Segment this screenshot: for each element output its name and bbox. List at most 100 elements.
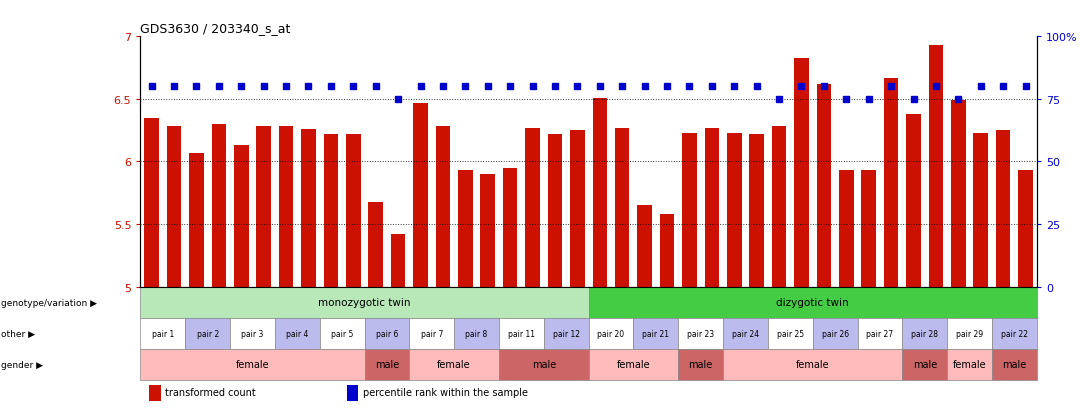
Bar xyxy=(435,127,450,287)
Bar xyxy=(365,349,409,380)
Bar xyxy=(660,214,674,287)
Text: pair 26: pair 26 xyxy=(822,329,849,338)
Text: pair 2: pair 2 xyxy=(197,329,219,338)
Bar xyxy=(346,135,361,287)
Bar xyxy=(813,318,858,349)
Bar xyxy=(324,135,338,287)
Bar xyxy=(499,318,544,349)
Bar xyxy=(149,385,161,401)
Bar xyxy=(816,85,832,287)
Bar xyxy=(256,127,271,287)
Text: pair 27: pair 27 xyxy=(866,329,893,338)
Bar xyxy=(951,101,966,287)
Bar xyxy=(409,349,499,380)
Text: pair 7: pair 7 xyxy=(420,329,443,338)
Bar xyxy=(906,115,921,287)
Bar xyxy=(683,133,697,287)
Text: female: female xyxy=(437,359,471,369)
Text: pair 12: pair 12 xyxy=(553,329,580,338)
Bar xyxy=(727,133,742,287)
Bar xyxy=(903,318,947,349)
Bar xyxy=(724,349,903,380)
Bar xyxy=(993,349,1037,380)
Text: female: female xyxy=(953,359,986,369)
Bar xyxy=(996,131,1011,287)
Text: female: female xyxy=(617,359,650,369)
Bar xyxy=(499,349,589,380)
Text: pair 25: pair 25 xyxy=(777,329,804,338)
Text: pair 4: pair 4 xyxy=(286,329,309,338)
Bar xyxy=(279,127,294,287)
Bar xyxy=(993,318,1037,349)
Text: male: male xyxy=(1002,359,1026,369)
Text: pair 23: pair 23 xyxy=(687,329,714,338)
Bar xyxy=(947,318,993,349)
Bar xyxy=(570,131,584,287)
Text: genotype/variation ▶: genotype/variation ▶ xyxy=(1,298,97,307)
Bar xyxy=(929,46,943,287)
Bar xyxy=(883,78,899,287)
Bar xyxy=(634,318,678,349)
Bar xyxy=(772,127,786,287)
Bar xyxy=(862,171,876,287)
Bar xyxy=(903,349,947,380)
Text: pair 29: pair 29 xyxy=(956,329,983,338)
Text: male: male xyxy=(375,359,399,369)
Text: pair 6: pair 6 xyxy=(376,329,399,338)
Bar xyxy=(973,133,988,287)
Bar xyxy=(947,349,993,380)
Bar xyxy=(140,349,365,380)
Text: pair 3: pair 3 xyxy=(241,329,264,338)
Bar xyxy=(212,125,226,287)
Bar xyxy=(678,318,724,349)
Bar xyxy=(458,171,473,287)
Bar xyxy=(145,119,159,287)
Bar xyxy=(704,128,719,287)
Bar xyxy=(166,127,181,287)
Bar xyxy=(455,318,499,349)
Bar xyxy=(503,169,517,287)
Bar xyxy=(589,287,1037,318)
Bar xyxy=(839,171,853,287)
Text: pair 8: pair 8 xyxy=(465,329,488,338)
Bar xyxy=(525,128,540,287)
Text: pair 20: pair 20 xyxy=(597,329,624,338)
Bar xyxy=(794,58,809,287)
Bar xyxy=(140,318,186,349)
Text: pair 21: pair 21 xyxy=(643,329,670,338)
Bar xyxy=(858,318,903,349)
Bar xyxy=(543,318,589,349)
Bar xyxy=(301,130,315,287)
Text: gender ▶: gender ▶ xyxy=(1,360,43,369)
Bar xyxy=(768,318,813,349)
Text: dizygotic twin: dizygotic twin xyxy=(777,297,849,307)
Text: pair 28: pair 28 xyxy=(912,329,939,338)
Bar xyxy=(368,202,383,287)
Text: pair 5: pair 5 xyxy=(330,329,353,338)
Bar xyxy=(678,349,724,380)
Text: female: female xyxy=(796,359,829,369)
Bar xyxy=(347,385,359,401)
Bar xyxy=(589,318,634,349)
Text: monozygotic twin: monozygotic twin xyxy=(319,297,410,307)
Text: female: female xyxy=(235,359,269,369)
Text: male: male xyxy=(913,359,936,369)
Text: pair 1: pair 1 xyxy=(151,329,174,338)
Text: transformed count: transformed count xyxy=(165,387,256,397)
Text: other ▶: other ▶ xyxy=(1,329,35,338)
Bar xyxy=(189,153,204,287)
Bar xyxy=(593,98,607,287)
Text: GDS3630 / 203340_s_at: GDS3630 / 203340_s_at xyxy=(140,21,291,35)
Bar xyxy=(320,318,365,349)
Text: male: male xyxy=(531,359,556,369)
Bar xyxy=(548,135,563,287)
Bar xyxy=(409,318,454,349)
Text: male: male xyxy=(689,359,713,369)
Bar xyxy=(274,318,320,349)
Bar xyxy=(365,318,409,349)
Text: pair 24: pair 24 xyxy=(732,329,759,338)
Bar xyxy=(481,175,495,287)
Bar xyxy=(724,318,768,349)
Bar xyxy=(589,349,678,380)
Text: percentile rank within the sample: percentile rank within the sample xyxy=(363,387,528,397)
